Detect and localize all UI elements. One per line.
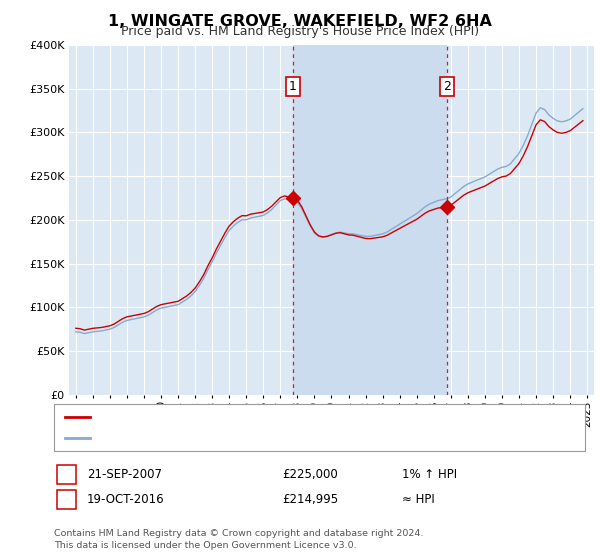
Text: 1% ↑ HPI: 1% ↑ HPI (402, 468, 457, 481)
Text: HPI: Average price, detached house, Wakefield: HPI: Average price, detached house, Wake… (95, 433, 356, 443)
Text: £214,995: £214,995 (282, 493, 338, 506)
Text: This data is licensed under the Open Government Licence v3.0.: This data is licensed under the Open Gov… (54, 542, 356, 550)
Text: 2: 2 (443, 80, 451, 94)
Text: 21-SEP-2007: 21-SEP-2007 (87, 468, 162, 481)
Text: 19-OCT-2016: 19-OCT-2016 (87, 493, 164, 506)
Text: ≈ HPI: ≈ HPI (402, 493, 435, 506)
Text: Price paid vs. HM Land Registry's House Price Index (HPI): Price paid vs. HM Land Registry's House … (121, 25, 479, 38)
Text: 1, WINGATE GROVE, WAKEFIELD, WF2 6HA: 1, WINGATE GROVE, WAKEFIELD, WF2 6HA (108, 14, 492, 29)
Text: £225,000: £225,000 (282, 468, 338, 481)
Text: 1: 1 (289, 80, 296, 94)
Text: 1, WINGATE GROVE, WAKEFIELD, WF2 6HA (detached house): 1, WINGATE GROVE, WAKEFIELD, WF2 6HA (de… (95, 412, 434, 422)
Text: 1: 1 (63, 468, 70, 481)
Text: 2: 2 (63, 493, 70, 506)
Bar (293, 45, 448, 395)
Text: Contains HM Land Registry data © Crown copyright and database right 2024.: Contains HM Land Registry data © Crown c… (54, 529, 424, 538)
